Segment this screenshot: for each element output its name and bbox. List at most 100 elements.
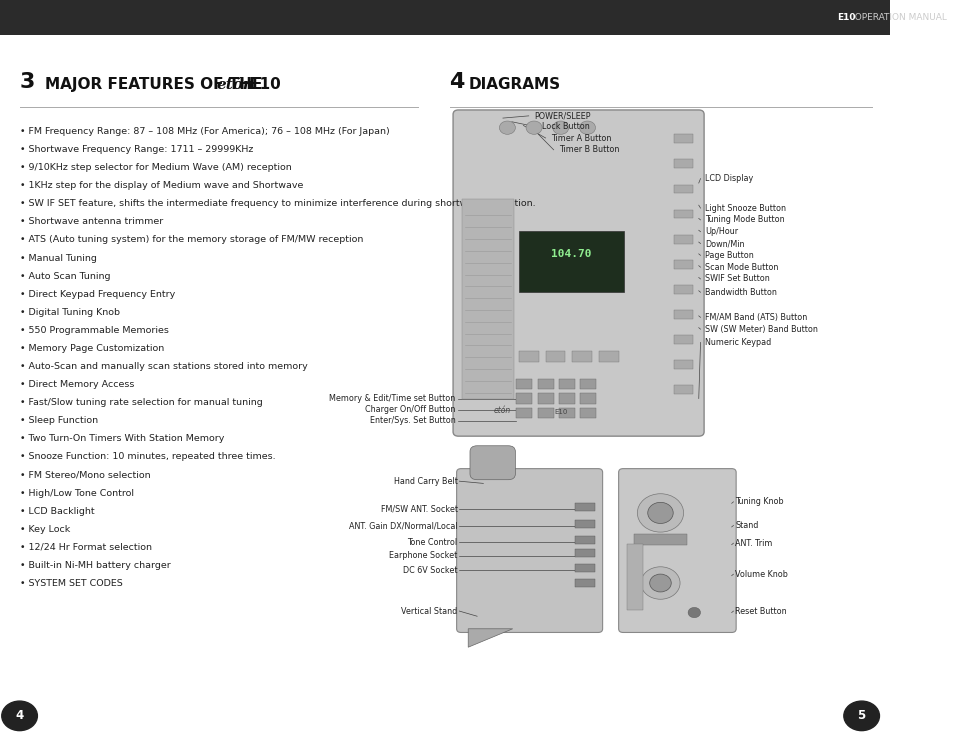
Text: Charger On/Off Button: Charger On/Off Button <box>365 405 456 414</box>
Circle shape <box>647 503 673 523</box>
Text: 4: 4 <box>15 709 24 723</box>
Bar <box>516 393 532 404</box>
Bar <box>572 351 591 362</box>
Bar <box>575 579 594 587</box>
Bar <box>518 351 537 362</box>
Bar <box>518 231 623 292</box>
Bar <box>673 159 693 168</box>
Text: Vertical Stand: Vertical Stand <box>401 607 457 615</box>
Bar <box>673 134 693 143</box>
Text: Memory & Edit/Time set Button: Memory & Edit/Time set Button <box>329 394 456 403</box>
Text: Bandwidth Button: Bandwidth Button <box>704 288 776 297</box>
Text: • SYSTEM SET CODES: • SYSTEM SET CODES <box>20 579 122 588</box>
Text: LCD Display: LCD Display <box>704 174 753 183</box>
Text: • Sleep Function: • Sleep Function <box>20 416 97 425</box>
Circle shape <box>687 607 700 618</box>
Text: Up/Hour: Up/Hour <box>704 227 738 236</box>
Bar <box>673 260 693 269</box>
Bar <box>558 408 575 418</box>
Text: • Direct Keypad Frequency Entry: • Direct Keypad Frequency Entry <box>20 290 174 299</box>
Bar <box>579 379 596 389</box>
Text: • 550 Programmable Memories: • 550 Programmable Memories <box>20 326 169 335</box>
Text: • FM Frequency Range: 87 – 108 MHz (For America); 76 – 108 MHz (For Japan): • FM Frequency Range: 87 – 108 MHz (For … <box>20 127 389 136</box>
Circle shape <box>498 121 515 134</box>
Text: Reset Button: Reset Button <box>735 607 786 615</box>
Text: • Two Turn-On Timers With Station Memory: • Two Turn-On Timers With Station Memory <box>20 435 224 444</box>
Text: Light Snooze Button: Light Snooze Button <box>704 204 785 213</box>
Text: • 1KHz step for the display of Medium wave and Shortwave: • 1KHz step for the display of Medium wa… <box>20 182 303 190</box>
Bar <box>673 335 693 344</box>
FancyBboxPatch shape <box>456 469 602 632</box>
Text: • ATS (Auto tuning system) for the memory storage of FM/MW reception: • ATS (Auto tuning system) for the memor… <box>20 235 362 244</box>
Text: • Shortwave Frequency Range: 1711 – 29999KHz: • Shortwave Frequency Range: 1711 – 2999… <box>20 145 253 154</box>
Bar <box>558 393 575 404</box>
Bar <box>537 408 553 418</box>
Text: Scan Mode Button: Scan Mode Button <box>704 263 778 272</box>
Text: • 12/24 Hr Format selection: • 12/24 Hr Format selection <box>20 543 152 552</box>
Circle shape <box>525 121 541 134</box>
Bar <box>0 0 889 35</box>
Text: Page Button: Page Button <box>704 251 753 260</box>
Circle shape <box>578 121 595 134</box>
Bar <box>673 235 693 244</box>
FancyBboxPatch shape <box>453 110 703 436</box>
Bar <box>673 210 693 218</box>
Bar <box>598 351 618 362</box>
Bar <box>461 199 513 399</box>
Circle shape <box>843 701 879 731</box>
Text: E10: E10 <box>244 77 280 92</box>
Bar <box>545 351 564 362</box>
Text: etón: etón <box>494 407 511 415</box>
Text: FM/SW ANT. Socket: FM/SW ANT. Socket <box>380 505 457 514</box>
Bar <box>558 379 575 389</box>
Text: 4: 4 <box>449 72 464 92</box>
Text: • 9/10KHz step selector for Medium Wave (AM) reception: • 9/10KHz step selector for Medium Wave … <box>20 163 291 172</box>
Bar <box>537 379 553 389</box>
Text: • FM Stereo/Mono selection: • FM Stereo/Mono selection <box>20 471 150 480</box>
Text: SW (SW Meter) Band Button: SW (SW Meter) Band Button <box>704 325 817 334</box>
Text: OPERATION MANUAL: OPERATION MANUAL <box>848 13 946 22</box>
Text: • Auto-Scan and manually scan stations stored into memory: • Auto-Scan and manually scan stations s… <box>20 362 307 371</box>
Text: POWER/SLEEP: POWER/SLEEP <box>534 111 590 120</box>
Text: etón: etón <box>216 78 254 92</box>
Text: • Auto Scan Tuning: • Auto Scan Tuning <box>20 272 110 280</box>
Text: Tone Control: Tone Control <box>407 538 457 547</box>
Text: • Snooze Function: 10 minutes, repeated three times.: • Snooze Function: 10 minutes, repeated … <box>20 452 274 461</box>
Text: 5: 5 <box>857 709 865 723</box>
Circle shape <box>637 494 683 532</box>
Text: DIAGRAMS: DIAGRAMS <box>469 77 560 92</box>
Text: MAJOR FEATURES OF THE: MAJOR FEATURES OF THE <box>45 77 267 92</box>
Text: Earphone Socket: Earphone Socket <box>389 551 457 560</box>
Text: Volume Knob: Volume Knob <box>735 570 787 579</box>
Bar <box>575 564 594 572</box>
Circle shape <box>2 701 37 731</box>
Text: Numeric Keypad: Numeric Keypad <box>704 338 770 347</box>
Bar <box>575 520 594 528</box>
Text: E10: E10 <box>554 410 567 415</box>
Text: • Memory Page Customization: • Memory Page Customization <box>20 344 164 353</box>
Text: 104.70: 104.70 <box>551 249 591 259</box>
Polygon shape <box>468 629 512 647</box>
Text: 3: 3 <box>20 72 35 92</box>
Bar <box>673 184 693 193</box>
Text: FM/AM Band (ATS) Button: FM/AM Band (ATS) Button <box>704 313 806 322</box>
Text: • Fast/Slow tuning rate selection for manual tuning: • Fast/Slow tuning rate selection for ma… <box>20 399 262 407</box>
Text: Stand: Stand <box>735 521 758 530</box>
Bar <box>633 534 686 545</box>
Bar <box>516 379 532 389</box>
Text: • Direct Memory Access: • Direct Memory Access <box>20 380 133 389</box>
Bar <box>673 360 693 369</box>
Text: Timer B Button: Timer B Button <box>558 145 618 154</box>
Bar <box>579 408 596 418</box>
Text: • Manual Tuning: • Manual Tuning <box>20 254 96 263</box>
Circle shape <box>649 574 671 592</box>
Text: Enter/Sys. Set Button: Enter/Sys. Set Button <box>370 416 456 425</box>
Bar <box>673 285 693 294</box>
Bar <box>575 536 594 544</box>
Bar <box>575 549 594 557</box>
Bar <box>626 544 642 610</box>
Bar <box>673 385 693 394</box>
Text: Hand Carry Belt: Hand Carry Belt <box>394 477 457 486</box>
Text: DC 6V Socket: DC 6V Socket <box>402 566 457 575</box>
Text: • LCD Backlight: • LCD Backlight <box>20 507 94 516</box>
